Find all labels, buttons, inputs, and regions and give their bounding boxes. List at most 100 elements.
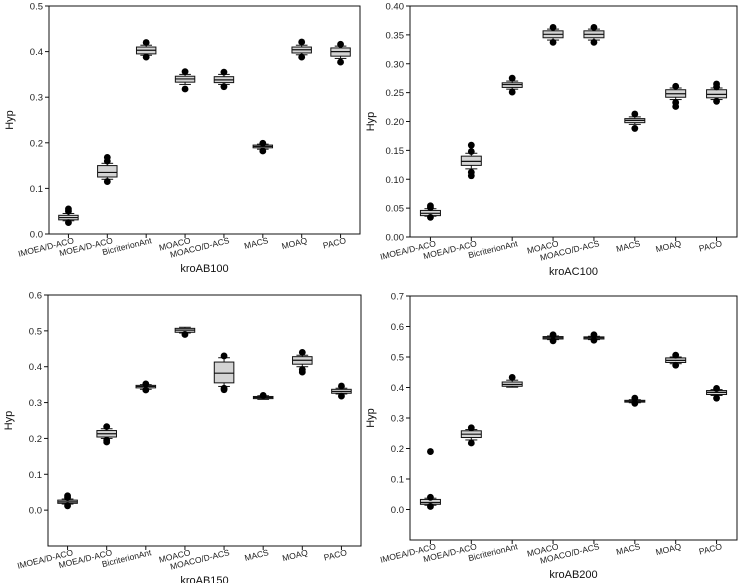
box-MOEA/D-ACO <box>460 424 482 447</box>
plot-frame <box>409 5 738 238</box>
y-tick-label: 0.0 <box>30 230 43 241</box>
box-MOAQ <box>665 82 687 110</box>
y-tick-label: 0.4 <box>30 47 43 58</box>
box-MACS <box>252 139 274 155</box>
outlier-point <box>298 348 306 356</box>
chart-panel-3: 0.00.10.20.30.40.50.6HypIMOEA/D-ACOMOEA/… <box>3 291 362 583</box>
y-tick-label: 0.1 <box>391 475 404 486</box>
box-IMOEA/D-ACO <box>419 448 441 510</box>
box-PACO <box>706 80 728 105</box>
x-category-label: MOAQ <box>281 235 309 251</box>
plot-frame <box>409 295 738 541</box>
box-PACO <box>331 382 352 400</box>
y-axis-title: Hyp <box>365 408 377 428</box>
outlier-point <box>713 97 720 105</box>
plot-frame <box>48 5 361 235</box>
y-tick-label: 0.00 <box>386 233 405 244</box>
box-MOACO <box>542 331 564 345</box>
outlier-point <box>181 68 189 76</box>
x-category-label: MOAQ <box>655 238 683 254</box>
outlier-point <box>590 336 598 344</box>
box-MOACO <box>174 326 196 338</box>
outlier-point <box>713 385 720 392</box>
outlier-point <box>142 39 150 46</box>
box-MACS <box>252 392 274 400</box>
outlier-point <box>549 331 557 339</box>
outlier-point <box>427 202 434 210</box>
outlier-point <box>672 351 680 359</box>
outlier-point <box>220 352 228 360</box>
x-category-label: PACO <box>698 238 724 253</box>
outlier-point <box>508 74 516 82</box>
outlier-point <box>142 386 150 394</box>
outlier-point <box>103 153 111 161</box>
outlier-point <box>220 384 228 392</box>
outlier-point <box>549 23 557 31</box>
box-BicriterionAnt <box>501 74 523 96</box>
y-tick-label: 0.40 <box>386 2 405 13</box>
x-category-label: MOAQ <box>655 541 683 557</box>
outlier-point <box>713 80 720 88</box>
box-MOACO <box>174 68 196 93</box>
outlier-point <box>713 394 720 402</box>
y-tick-label: 0.2 <box>391 444 404 455</box>
box-MOAQ <box>292 348 313 376</box>
y-tick-label: 0.4 <box>29 362 42 373</box>
outlier-point <box>337 40 344 48</box>
outlier-point <box>508 88 516 96</box>
box-body <box>213 361 235 384</box>
box-MOEA/D-ACO <box>460 141 482 180</box>
box-MACS <box>624 110 646 132</box>
x-axis-title: kroAB100 <box>180 263 228 275</box>
outlier-point <box>142 53 150 61</box>
chart-panel-1: 0.00.10.20.30.40.5HypIMOEA/D-ACOMOEA/D-A… <box>4 2 361 275</box>
outlier-point <box>467 141 475 149</box>
outlier-point <box>338 382 345 390</box>
y-tick-label: 0.1 <box>30 184 43 195</box>
outlier-point <box>103 178 111 185</box>
y-tick-label: 0.30 <box>386 59 405 70</box>
box-BicriterionAnt <box>501 374 523 388</box>
y-tick-label: 0.35 <box>386 30 405 41</box>
y-tick-label: 0.2 <box>29 434 42 445</box>
box-body <box>97 165 118 178</box>
outlier-point <box>220 68 228 76</box>
outlier-point <box>220 83 228 91</box>
x-category-label: MACS <box>243 547 270 563</box>
box-PACO <box>706 385 728 402</box>
outlier-point <box>103 423 111 430</box>
outlier-point <box>549 38 557 46</box>
y-tick-label: 0.5 <box>30 2 43 13</box>
x-category-label: MACS <box>615 238 642 254</box>
box-MOAQ <box>665 351 687 369</box>
outlier-point <box>672 361 680 369</box>
box-MOACO/D-ACS <box>583 331 605 344</box>
x-axis-title: kroAB150 <box>180 575 228 583</box>
outlier-point <box>259 392 267 399</box>
chart-panel-2: 0.000.050.100.150.200.250.300.350.40HypI… <box>365 2 738 278</box>
outlier-point <box>181 85 189 93</box>
outlier-point <box>631 394 639 402</box>
outlier-point <box>672 82 680 90</box>
y-tick-label: 0.3 <box>30 93 43 104</box>
outlier-point <box>338 392 345 400</box>
outlier-point <box>467 439 475 447</box>
outlier-point <box>549 337 557 345</box>
box-BicriterionAnt <box>135 380 157 394</box>
box-IMOEA/D-ACO <box>419 202 441 221</box>
outlier-point <box>103 436 111 444</box>
box-IMOEA/D-ACO <box>57 492 78 510</box>
outlier-point <box>467 168 475 176</box>
y-axis-title: Hyp <box>365 112 377 132</box>
y-tick-label: 0.20 <box>386 117 405 128</box>
y-tick-label: 0.2 <box>30 138 43 149</box>
box-MOACO/D-ACS <box>213 68 235 91</box>
outlier-point <box>65 219 72 227</box>
chart-panel-4: 0.00.10.20.30.40.50.60.7HypIMOEA/D-ACOMO… <box>365 292 738 581</box>
outlier-point <box>427 503 434 510</box>
box-MOEA/D-ACO <box>97 153 118 185</box>
outlier-point <box>508 374 516 381</box>
x-category-label: PACO <box>323 547 349 562</box>
outlier-point <box>142 380 150 388</box>
